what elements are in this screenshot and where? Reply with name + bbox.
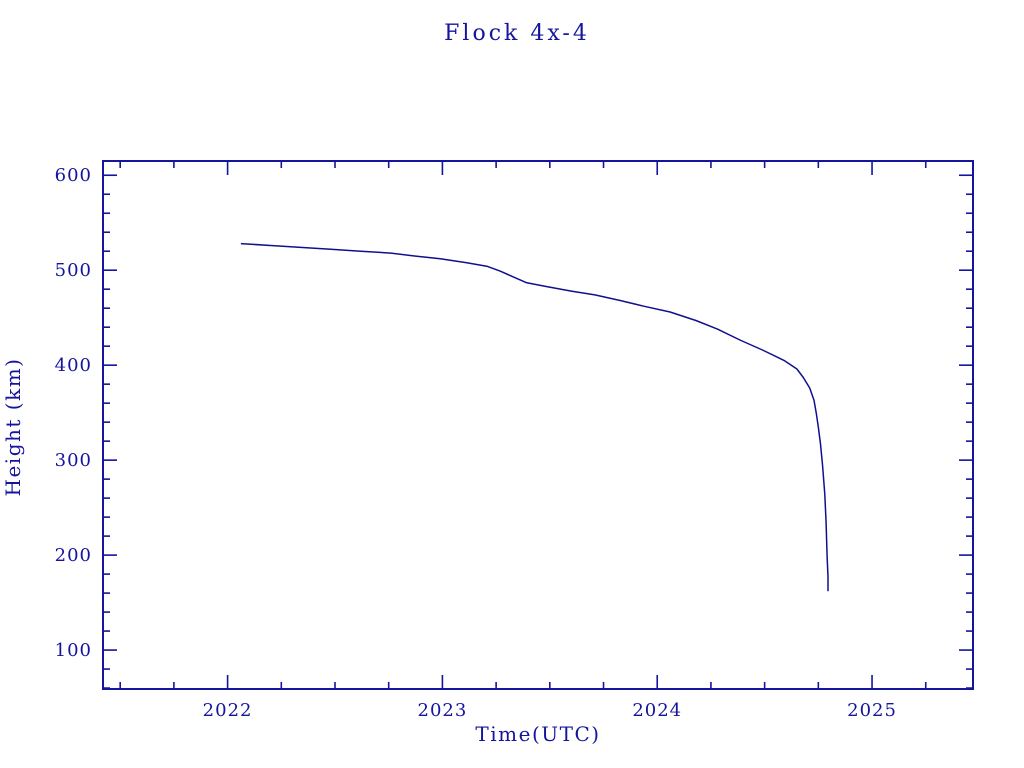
y-tick-label: 300	[55, 450, 92, 471]
x-axis-label: Time(UTC)	[475, 722, 600, 746]
y-tick-label: 500	[55, 260, 92, 281]
y-tick-label: 200	[55, 545, 92, 566]
axis-tick-labels: 2022 2023 2024 2025 100 200 300 400 500 600	[55, 165, 897, 721]
data-series	[240, 242, 829, 592]
plot-frame	[102, 160, 974, 690]
y-axis-label: Height (km)	[1, 358, 25, 497]
axis-ticks	[103, 161, 973, 689]
y-tick-label: 100	[55, 640, 92, 661]
y-tick-label: 400	[55, 355, 92, 376]
x-tick-label: 2025	[847, 700, 897, 721]
y-tick-label: 600	[55, 165, 92, 186]
height-curve	[240, 242, 829, 592]
x-tick-label: 2024	[632, 700, 682, 721]
x-tick-label: 2023	[418, 700, 468, 721]
x-tick-label: 2022	[203, 700, 253, 721]
chart-title: Flock 4x-4	[444, 21, 590, 46]
